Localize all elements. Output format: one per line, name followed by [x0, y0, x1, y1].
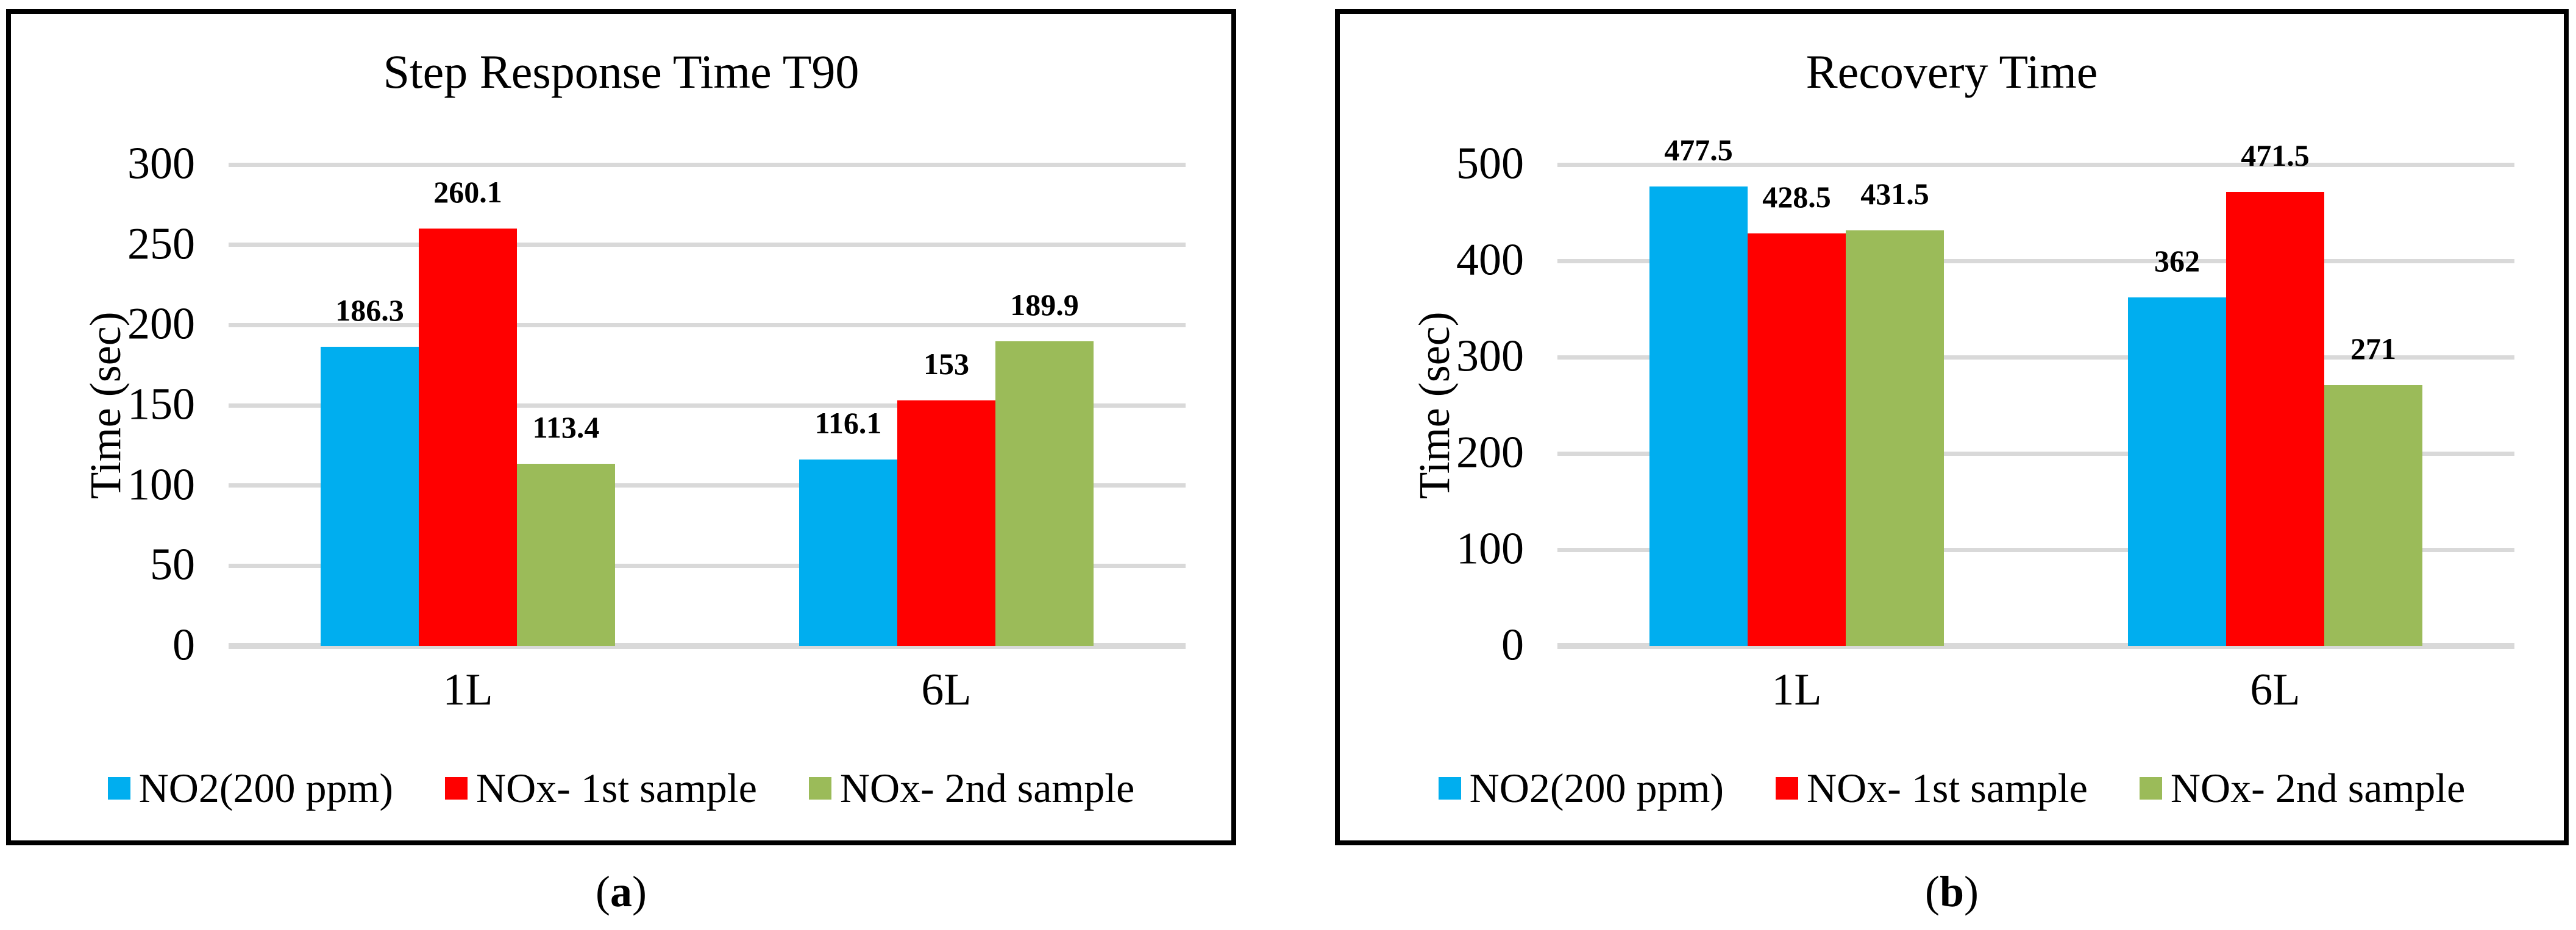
x-axis-baseline [229, 643, 1186, 649]
caption-paren: ) [632, 867, 647, 916]
gridline [1557, 355, 2514, 360]
x-category-label: 1L [443, 665, 493, 715]
legend-item: NOx- 1st sample [1776, 766, 2088, 810]
legend-label: NOx- 2nd sample [2170, 765, 2466, 811]
legend-label: NOx- 2nd sample [839, 765, 1135, 811]
bar [2226, 192, 2324, 646]
data-label: 431.5 [1860, 177, 1929, 211]
y-tick-label: 300 [127, 138, 195, 189]
bar [995, 341, 1094, 646]
legend-marker-icon [2139, 776, 2162, 800]
y-tick-label: 250 [127, 219, 195, 269]
gridline [229, 483, 1186, 488]
caption-paren: ) [1964, 867, 1979, 916]
y-tick-label: 50 [150, 539, 195, 590]
legend-label: NO2(200 ppm) [1469, 765, 1724, 811]
legend: NO2(200 ppm) NOx- 1st sample NOx- 2nd samp… [11, 762, 1231, 814]
gridline [229, 243, 1186, 247]
bar [799, 460, 897, 646]
y-tick-label: 200 [1456, 427, 1524, 478]
caption-paren: ( [1924, 867, 1940, 916]
data-label: 471.5 [2241, 138, 2310, 173]
data-label: 189.9 [1010, 287, 1079, 322]
x-category-label: 6L [921, 665, 972, 715]
gridline [1557, 547, 2514, 552]
y-tick-label: 150 [127, 379, 195, 430]
bar [517, 464, 615, 646]
data-label: 477.5 [1664, 132, 1733, 167]
chart-panel-b: Recovery Time Time (sec) 0 100 200 300 400 50… [1335, 9, 2569, 845]
y-tick-label: 100 [127, 460, 195, 510]
bar [1846, 230, 1944, 646]
caption-letter: a [610, 867, 632, 916]
legend-item: NOx- 2nd sample [2139, 765, 2466, 811]
x-category-label: 1L [1771, 665, 1822, 715]
y-tick-label: 200 [127, 299, 195, 349]
y-tick-label: 400 [1456, 235, 1524, 285]
legend-item: NO2(200 ppm) [1438, 765, 1724, 811]
data-label: 186.3 [335, 293, 404, 328]
data-label: 362 [2154, 244, 2200, 279]
gridline [229, 322, 1186, 327]
y-tick-label: 500 [1456, 138, 1524, 189]
y-tick-label: 100 [1456, 524, 1524, 574]
chart-panel-a: Step Response Time T90 Time (sec) 0 50 100… [6, 9, 1236, 845]
bar [419, 229, 517, 646]
legend-label: NO2(200 ppm) [138, 765, 394, 811]
subfigure-caption-a: (a) [6, 864, 1236, 925]
legend-label: NOx- 1st sample [1807, 765, 2088, 811]
bar [2128, 297, 2226, 646]
plot-area: 0 50 100 150 200 250 300 186.3 260.1 113.4 1L 116.1… [11, 14, 1231, 840]
data-label: 153 [923, 347, 969, 382]
bar [897, 400, 995, 646]
legend-marker-icon [445, 776, 468, 800]
chart-title: Recovery Time [1806, 45, 2098, 98]
data-label: 428.5 [1762, 179, 1831, 214]
bar [321, 347, 419, 646]
subfigure-caption-b: (b) [1335, 864, 2569, 925]
y-tick-label: 300 [1456, 331, 1524, 382]
data-label: 271 [2350, 331, 2396, 366]
x-axis-baseline [1557, 643, 2514, 649]
chart-title: Step Response Time T90 [383, 45, 859, 98]
data-label: 260.1 [433, 175, 502, 210]
gridline [1557, 162, 2514, 167]
legend-marker-icon [808, 776, 831, 800]
legend-item: NOx- 2nd sample [808, 765, 1135, 811]
legend-item: NO2(200 ppm) [107, 765, 394, 811]
legend-marker-icon [1776, 776, 1799, 800]
plot-area: 0 100 200 300 400 500 477.5 428.5 431.5 1L 362 471.… [1340, 14, 2564, 840]
legend-item: NOx- 1st sample [445, 766, 757, 810]
gridline [229, 162, 1186, 167]
gridline [229, 563, 1186, 568]
caption-letter: b [1939, 867, 1965, 916]
gridline [1557, 258, 2514, 263]
gridline [1557, 451, 2514, 456]
data-label: 113.4 [532, 410, 600, 445]
bar [1649, 186, 1748, 646]
y-tick-label: 0 [173, 620, 195, 670]
y-tick-label: 0 [1501, 620, 1524, 670]
legend-label: NOx- 1st sample [476, 765, 757, 811]
legend-marker-icon [107, 776, 130, 800]
data-label: 116.1 [814, 406, 882, 441]
legend: NO2(200 ppm) NOx- 1st sample NOx- 2nd samp… [1340, 762, 2564, 814]
gridline [229, 403, 1186, 408]
x-category-label: 6L [2250, 665, 2300, 715]
bar [2324, 385, 2422, 646]
bar [1748, 233, 1846, 646]
caption-paren: ( [596, 867, 610, 916]
legend-marker-icon [1438, 776, 1461, 800]
